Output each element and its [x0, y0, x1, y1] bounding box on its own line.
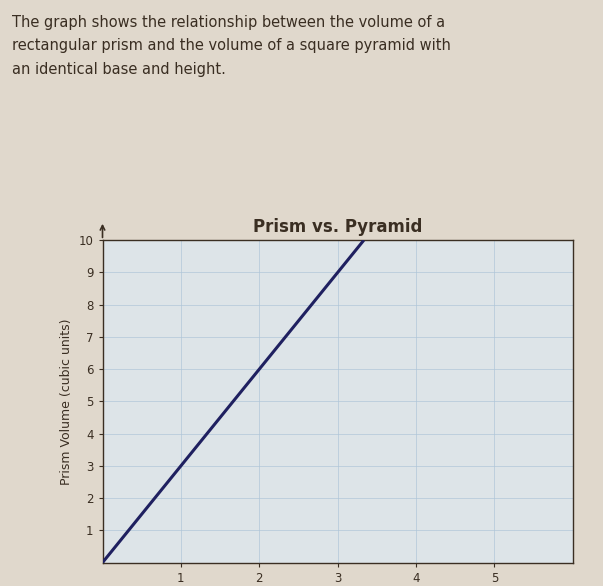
- Text: The graph shows the relationship between the volume of a: The graph shows the relationship between…: [12, 15, 445, 30]
- Title: Prism vs. Pyramid: Prism vs. Pyramid: [253, 218, 422, 236]
- Text: rectangular prism and the volume of a square pyramid with: rectangular prism and the volume of a sq…: [12, 38, 451, 53]
- Text: an identical base and height.: an identical base and height.: [12, 62, 226, 77]
- Y-axis label: Prism Volume (cubic units): Prism Volume (cubic units): [60, 318, 73, 485]
